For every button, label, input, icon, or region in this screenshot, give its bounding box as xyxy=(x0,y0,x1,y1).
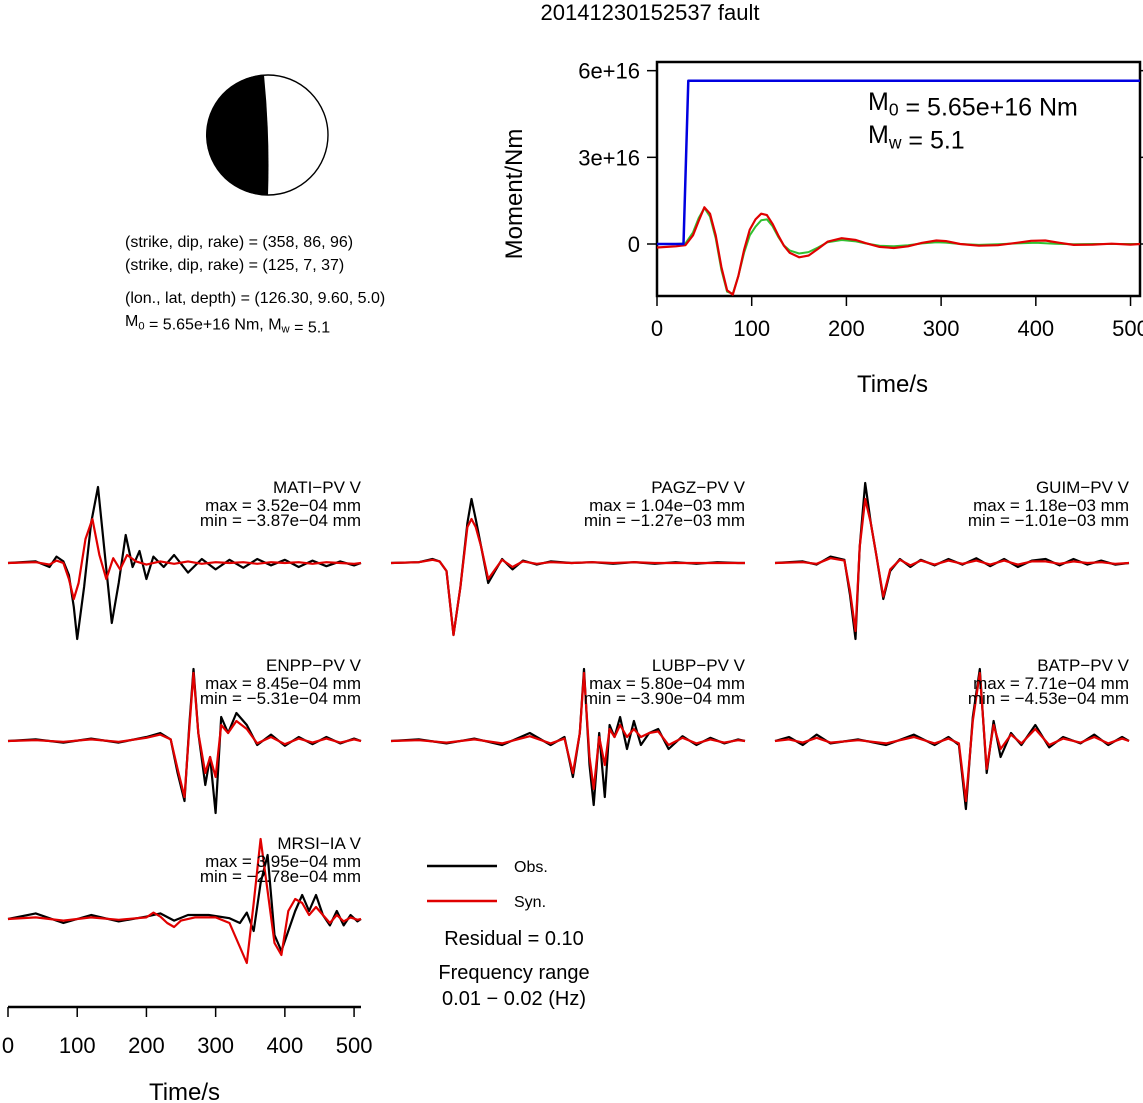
synthetic-waveform xyxy=(7,837,362,965)
station-max-amplitude: max = 3.95e−04 mm xyxy=(205,852,361,871)
station-min-amplitude: min = −1.27e−03 mm xyxy=(584,511,745,530)
location-line: (lon., lat, depth) = (126.30, 9.60, 5.0) xyxy=(125,290,385,307)
station-label: GUIM−PV V xyxy=(1036,478,1130,497)
focal-mechanism-beachball xyxy=(205,74,329,196)
station-max-amplitude: max = 3.52e−04 mm xyxy=(205,496,361,515)
moment-x-tick-label: 100 xyxy=(733,316,770,341)
station-label: MATI−PV V xyxy=(273,478,362,497)
moment-x-tick-label: 0 xyxy=(651,316,663,341)
moment-annotation-mw: Mw = 5.1 xyxy=(868,121,965,154)
mechanism-line-2: (strike, dip, rake) = (125, 7, 37) xyxy=(125,257,344,274)
cumulative-moment-line xyxy=(657,79,1140,246)
station-label: BATP−PV V xyxy=(1037,656,1129,675)
synthetic-waveform xyxy=(7,671,362,799)
waveform-x-tick-label: 200 xyxy=(128,1033,165,1058)
station-max-amplitude: max = 8.45e−04 mm xyxy=(205,674,361,693)
magnitude-line-text: M0 = 5.65e+16 Nm, Mw = 5.1 xyxy=(125,313,330,337)
synthetic-waveform xyxy=(774,497,1130,633)
moment-y-tick-label: 0 xyxy=(628,232,640,257)
moment-y-tick-label: 6e+16 xyxy=(578,59,640,84)
frequency-range-label: Frequency range xyxy=(438,962,589,984)
legend: Obs. Syn. Residual = 0.10 Frequency rang… xyxy=(427,859,590,1010)
moment-x-tick-label: 500 xyxy=(1112,316,1143,341)
waveform-x-tick-label: 500 xyxy=(336,1033,373,1058)
legend-syn-label: Syn. xyxy=(514,894,546,911)
waveform-x-tick-label: 300 xyxy=(197,1033,234,1058)
station-min-amplitude: min = −4.53e−04 mm xyxy=(968,689,1129,708)
station-max-amplitude: max = 7.71e−04 mm xyxy=(973,674,1129,693)
moment-x-tick-label: 200 xyxy=(828,316,865,341)
station-label: PAGZ−PV V xyxy=(651,478,745,497)
waveform-x-tick-label: 100 xyxy=(59,1033,96,1058)
moment-rate-synthetic-line xyxy=(657,206,1140,295)
moment-rate-line xyxy=(656,206,1141,296)
station-min-amplitude: min = −3.90e−04 mm xyxy=(584,689,745,708)
frequency-range-value: 0.01 − 0.02 (Hz) xyxy=(442,988,586,1010)
station-min-amplitude: min = −3.87e−04 mm xyxy=(200,511,361,530)
residual-text: Residual = 0.10 xyxy=(444,928,584,950)
station-min-amplitude: min = −5.31e−04 mm xyxy=(200,689,361,708)
waveform-x-tick-label: 400 xyxy=(267,1033,304,1058)
moment-y-tick-label: 3e+16 xyxy=(578,145,640,170)
figure-title: 20141230152537 fault xyxy=(541,0,760,25)
station-max-amplitude: max = 1.04e−03 mm xyxy=(589,496,745,515)
station-label: MRSI−IA V xyxy=(277,834,361,853)
synthetic-waveform xyxy=(7,517,362,601)
synthetic-waveform xyxy=(390,671,746,791)
moment-annotation-m0: M0 = 5.65e+16 Nm xyxy=(868,88,1078,121)
moment-y-axis-label: Moment/Nm xyxy=(501,129,528,260)
moment-plot-frame xyxy=(655,60,1142,298)
waveform-time-axis: 0 100 200 300 400 500 Time/s xyxy=(2,1005,373,1103)
moment-x-axis-label: Time/s xyxy=(857,371,928,398)
waveform-x-tick-label: 0 xyxy=(2,1033,14,1058)
station-label: LUBP−PV V xyxy=(652,656,746,675)
moment-plot: 0 100 200 300 400 500 0 3e+16 6e+16 Time/s Moment/… xyxy=(501,59,1143,398)
legend-obs-label: Obs. xyxy=(514,859,548,876)
waveform-x-axis-label: Time/s xyxy=(149,1079,220,1103)
beachball-compressional-quadrant xyxy=(205,75,269,196)
magnitude-line: M0 = 5.65e+16 Nm, Mw = 5.1 xyxy=(125,313,330,337)
station-max-amplitude: max = 1.18e−03 mm xyxy=(973,496,1129,515)
mechanism-line-1: (strike, dip, rake) = (358, 86, 96) xyxy=(125,234,353,251)
synthetic-waveform xyxy=(390,517,745,637)
moment-x-tick-label: 400 xyxy=(1017,316,1054,341)
station-min-amplitude: min = −2.78e−04 mm xyxy=(200,867,361,886)
station-label: ENPP−PV V xyxy=(266,656,362,675)
station-min-amplitude: min = −1.01e−03 mm xyxy=(968,511,1129,530)
synthetic-waveform xyxy=(774,671,1130,803)
station-max-amplitude: max = 5.80e−04 mm xyxy=(589,674,745,693)
moment-x-tick-label: 300 xyxy=(923,316,960,341)
